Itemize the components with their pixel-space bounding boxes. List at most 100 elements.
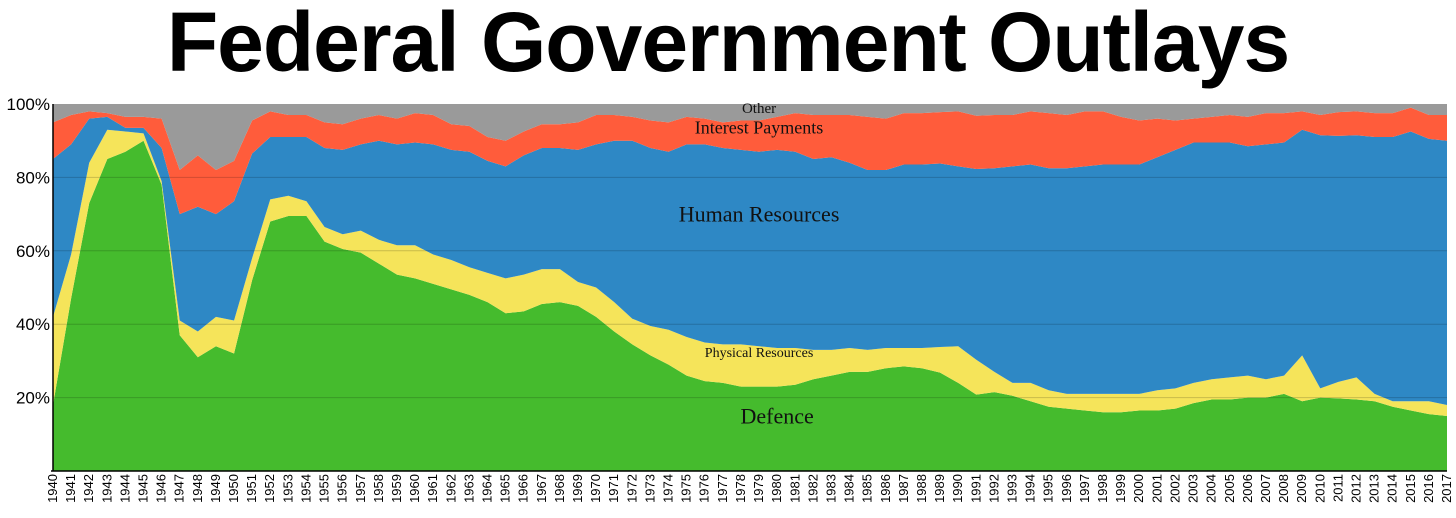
area-interest-payments	[53, 107, 1447, 215]
x-tick-label: 1984	[842, 474, 857, 503]
y-tick-label: 40%	[16, 315, 50, 334]
x-tick-label: 2013	[1367, 474, 1382, 503]
x-tick-label: 1971	[606, 474, 621, 503]
x-tick-label: 1957	[353, 474, 368, 503]
y-tick-label: 100%	[7, 95, 50, 114]
x-tick-label: 1966	[516, 474, 531, 503]
x-tick-label: 1993	[1005, 474, 1020, 503]
x-tick-label: 1954	[298, 474, 313, 503]
axes	[51, 104, 1447, 472]
x-tick-label: 1962	[443, 474, 458, 503]
x-tick-label: 1987	[896, 474, 911, 503]
x-tick-label: 2008	[1276, 474, 1291, 503]
series-label-human-resources: Human Resources	[679, 201, 840, 226]
x-tick-label: 1951	[244, 474, 259, 503]
y-tick-label: 60%	[16, 242, 50, 261]
x-tick-label: 1945	[136, 474, 151, 503]
x-tick-label: 2014	[1385, 474, 1400, 503]
y-tick-label: 20%	[16, 389, 50, 408]
series-label-other: Other	[742, 101, 776, 117]
x-tick-label: 2011	[1330, 474, 1345, 502]
series-label-interest-payments: Interest Payments	[695, 117, 823, 137]
x-tick-label: 1995	[1041, 474, 1056, 503]
x-tick-label: 1975	[679, 474, 694, 503]
x-tick-label: 1997	[1077, 474, 1092, 503]
x-tick-label: 1988	[914, 474, 929, 503]
x-tick-label: 1974	[661, 474, 676, 503]
x-tick-label: 1996	[1059, 474, 1074, 503]
x-tick-label: 2001	[1149, 474, 1164, 503]
x-tick-label: 1982	[805, 474, 820, 503]
x-tick-label: 1944	[117, 474, 132, 503]
x-tick-label: 1949	[208, 474, 223, 503]
series-label-physical-resources: Physical Resources	[705, 346, 813, 361]
x-tick-label: 2004	[1204, 474, 1219, 503]
y-tick-label: 80%	[16, 168, 50, 187]
x-tick-label: 2010	[1312, 474, 1327, 503]
x-tick-label: 1956	[335, 474, 350, 503]
series-labels: Defence Physical Resources Human Resources…	[679, 101, 840, 428]
x-tick-label: 2003	[1186, 474, 1201, 503]
x-tick-label: 1986	[878, 474, 893, 503]
gridlines	[53, 176, 1447, 399]
series-areas	[53, 104, 1447, 471]
x-tick-label: 1985	[860, 474, 875, 503]
x-tick-label: 2009	[1294, 474, 1309, 503]
x-tick-label: 2017	[1439, 474, 1454, 503]
x-tick-label: 1955	[317, 474, 332, 503]
x-tick-label: 1961	[425, 474, 440, 503]
x-tick-label: 1943	[99, 474, 114, 503]
x-tick-label: 1980	[769, 474, 784, 503]
x-tick-label: 1940	[45, 474, 60, 503]
x-tick-label: 1991	[968, 474, 983, 503]
x-tick-label: 1979	[751, 474, 766, 503]
x-tick-label: 1976	[697, 474, 712, 503]
x-tick-label: 1999	[1113, 474, 1128, 503]
area-other	[53, 104, 1447, 171]
x-tick-label: 1977	[715, 474, 730, 503]
x-tick-labels: 1940 1941 1942 1943 1944 1945 1946 1947 1948 1949…	[45, 474, 1454, 503]
x-tick-label: 1947	[172, 474, 187, 503]
x-tick-label: 1960	[407, 474, 422, 503]
x-tick-label: 1968	[552, 474, 567, 503]
x-tick-label: 1969	[570, 474, 585, 503]
x-tick-label: 1950	[226, 474, 241, 503]
x-tick-label: 2005	[1222, 474, 1237, 503]
x-tick-label: 1941	[63, 474, 78, 503]
x-tick-label: 1963	[461, 474, 476, 503]
x-tick-label: 1952	[262, 474, 277, 503]
x-tick-label: 1990	[950, 474, 965, 503]
chart-title: Federal Government Outlays	[166, 0, 1290, 89]
x-tick-label: 1958	[371, 474, 386, 503]
x-tick-label: 2002	[1167, 474, 1182, 503]
area-defence	[53, 140, 1447, 471]
x-tick-label: 1973	[642, 474, 657, 503]
x-tick-label: 1972	[624, 474, 639, 503]
area-human-resources	[53, 116, 1447, 405]
x-tick-label: 1970	[588, 474, 603, 503]
x-tick-label: 2016	[1421, 474, 1436, 503]
x-tick-label: 1948	[190, 474, 205, 503]
x-tick-label: 1946	[154, 474, 169, 503]
x-tick-label: 1983	[823, 474, 838, 503]
x-tick-label: 2000	[1131, 474, 1146, 503]
x-tick-label: 1965	[498, 474, 513, 503]
x-tick-label: 2006	[1240, 474, 1255, 503]
x-tick-label: 1953	[280, 474, 295, 503]
y-tick-labels: 20% 40% 60% 80% 100%	[7, 95, 50, 408]
area-physical-resources	[53, 129, 1447, 416]
x-tick-label: 1964	[479, 474, 494, 503]
x-tick-label: 1959	[389, 474, 404, 503]
series-label-defence: Defence	[741, 403, 814, 428]
x-tick-label: 1989	[932, 474, 947, 503]
x-tick-label: 2007	[1258, 474, 1273, 503]
x-tick-label: 1981	[787, 474, 802, 503]
x-tick-label: 2015	[1403, 474, 1418, 503]
x-tick-label: 1994	[1023, 474, 1038, 503]
x-tick-label: 2012	[1348, 474, 1363, 503]
x-tick-label: 1992	[986, 474, 1001, 503]
x-tick-label: 1978	[733, 474, 748, 503]
x-tick-label: 1942	[81, 474, 96, 503]
x-tick-label: 1998	[1095, 474, 1110, 503]
